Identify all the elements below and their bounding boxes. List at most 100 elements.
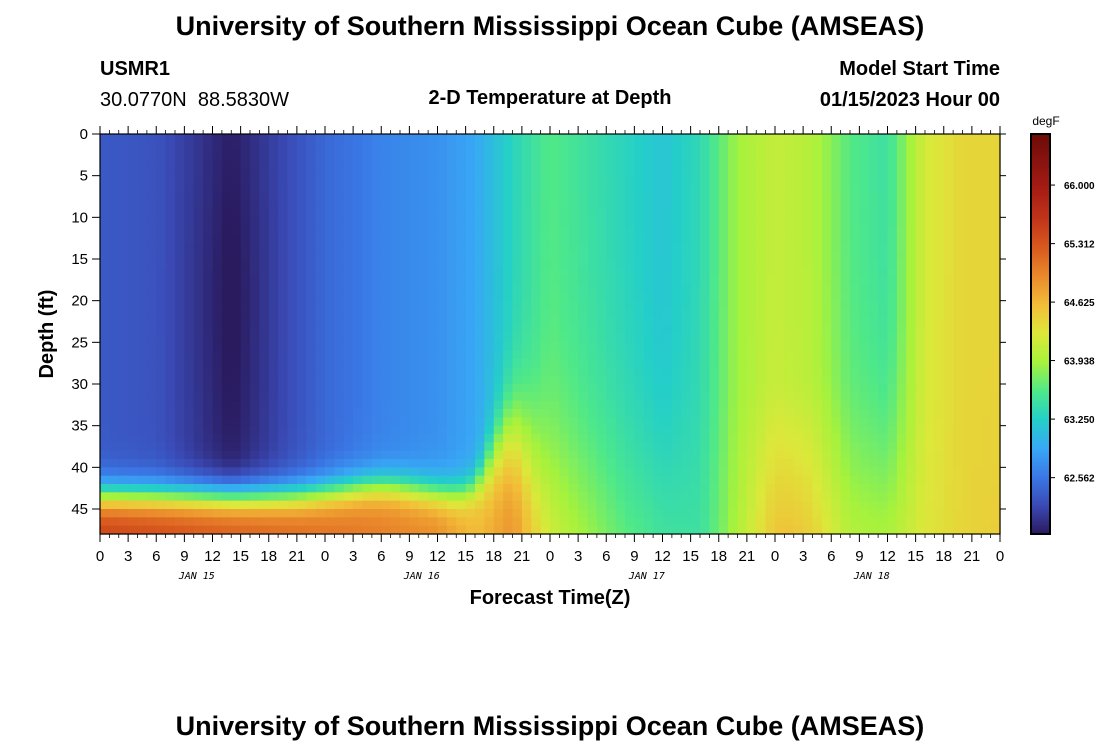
x-tick-label: 15 bbox=[682, 548, 699, 565]
heatmap-cell bbox=[953, 242, 964, 252]
heatmap-cell bbox=[184, 525, 195, 535]
heatmap-cell bbox=[306, 492, 317, 502]
x-tick-label: 18 bbox=[485, 548, 502, 565]
heatmap-cell bbox=[100, 317, 110, 327]
heatmap-cell bbox=[887, 359, 898, 368]
heatmap-cell bbox=[278, 267, 289, 277]
heatmap-cell bbox=[400, 450, 410, 460]
heatmap-cell bbox=[681, 334, 692, 343]
x-tick-label: 15 bbox=[457, 548, 474, 565]
heatmap-cell bbox=[250, 192, 260, 202]
heatmap-cell bbox=[315, 334, 326, 343]
heatmap-cell bbox=[456, 509, 467, 518]
heatmap-cell bbox=[896, 434, 907, 443]
heatmap-cell bbox=[887, 267, 898, 277]
heatmap-cell bbox=[221, 142, 232, 152]
heatmap-cell bbox=[896, 259, 907, 268]
heatmap-cell bbox=[371, 234, 382, 243]
heatmap-cell bbox=[484, 334, 495, 343]
heatmap-cell bbox=[803, 209, 814, 218]
heatmap-cell bbox=[381, 284, 392, 293]
heatmap-cell bbox=[456, 175, 467, 185]
heatmap-cell bbox=[512, 142, 523, 152]
heatmap-cell bbox=[184, 225, 195, 235]
heatmap-cell bbox=[625, 375, 635, 385]
heatmap-cell bbox=[475, 434, 485, 443]
heatmap-cell bbox=[437, 525, 448, 535]
heatmap-cell bbox=[212, 350, 223, 360]
heatmap-cell bbox=[437, 234, 448, 243]
heatmap-cell bbox=[493, 292, 504, 302]
heatmap-cell bbox=[212, 284, 223, 293]
heatmap-cell bbox=[550, 150, 560, 160]
heatmap-cell bbox=[156, 334, 167, 343]
heatmap-cell bbox=[859, 309, 870, 318]
heatmap-cell bbox=[484, 250, 495, 260]
heatmap-cell bbox=[653, 275, 664, 285]
heatmap-cell bbox=[287, 500, 298, 510]
heatmap-cell bbox=[400, 142, 410, 152]
heatmap-cell bbox=[128, 459, 139, 468]
heatmap-cell bbox=[868, 417, 879, 427]
heatmap-cell bbox=[840, 484, 851, 493]
heatmap-cell bbox=[971, 209, 982, 218]
heatmap-cell bbox=[278, 184, 289, 193]
heatmap-cell bbox=[156, 142, 167, 152]
heatmap-cell bbox=[540, 175, 551, 185]
heatmap-cell bbox=[325, 459, 335, 468]
heatmap-cell bbox=[821, 359, 832, 368]
heatmap-cell bbox=[437, 300, 448, 310]
heatmap-cell bbox=[662, 475, 673, 485]
heatmap-cell bbox=[287, 350, 298, 360]
heatmap-cell bbox=[662, 517, 673, 527]
heatmap-cell bbox=[128, 167, 139, 177]
heatmap-cell bbox=[953, 167, 964, 177]
heatmap-cell bbox=[250, 417, 260, 427]
heatmap-cell bbox=[775, 517, 785, 527]
heatmap-cell bbox=[709, 317, 720, 327]
heatmap-cell bbox=[793, 317, 804, 327]
heatmap-cell bbox=[221, 367, 232, 377]
heatmap-cell bbox=[137, 175, 148, 185]
y-tick-label: 10 bbox=[71, 209, 88, 226]
heatmap-cell bbox=[268, 475, 279, 485]
heatmap-cell bbox=[700, 467, 710, 477]
heatmap-cell bbox=[268, 184, 279, 193]
heatmap-cell bbox=[146, 425, 157, 435]
heatmap-cell bbox=[465, 500, 476, 510]
heatmap-cell bbox=[240, 300, 251, 310]
heatmap-cell bbox=[212, 325, 223, 335]
heatmap-cell bbox=[850, 217, 860, 227]
heatmap-cell bbox=[390, 400, 401, 410]
heatmap-cell bbox=[634, 384, 645, 393]
heatmap-cell bbox=[765, 359, 776, 368]
heatmap-cell bbox=[896, 292, 907, 302]
heatmap-cell bbox=[981, 517, 992, 527]
heatmap-cell bbox=[503, 475, 514, 485]
heatmap-cell bbox=[559, 384, 570, 393]
heatmap-cell bbox=[475, 359, 485, 368]
heatmap-cell bbox=[803, 175, 814, 185]
heatmap-cell bbox=[578, 417, 589, 427]
heatmap-cell bbox=[278, 375, 289, 385]
heatmap-cell bbox=[700, 242, 710, 252]
heatmap-cell bbox=[278, 484, 289, 493]
heatmap-cell bbox=[381, 267, 392, 277]
heatmap-cell bbox=[296, 384, 307, 393]
heatmap-cell bbox=[690, 259, 701, 268]
heatmap-cell bbox=[240, 459, 251, 468]
heatmap-cell bbox=[878, 509, 889, 518]
x-date-label: JAN 15 bbox=[178, 571, 215, 582]
heatmap-cell bbox=[559, 300, 570, 310]
heatmap-cell bbox=[231, 200, 242, 210]
heatmap-cell bbox=[296, 150, 307, 160]
heatmap-cell bbox=[943, 184, 954, 193]
heatmap-cell bbox=[418, 342, 429, 352]
heatmap-cell bbox=[146, 317, 157, 327]
heatmap-cell bbox=[334, 400, 345, 410]
heatmap-cell bbox=[925, 250, 935, 260]
heatmap-cell bbox=[465, 409, 476, 418]
heatmap-cell bbox=[512, 200, 523, 210]
heatmap-cell bbox=[521, 134, 532, 143]
heatmap-cell bbox=[878, 325, 889, 335]
